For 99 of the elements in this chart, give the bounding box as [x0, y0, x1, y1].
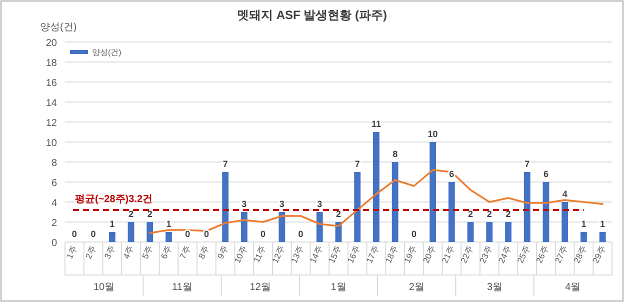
- data-label: 11: [371, 119, 381, 129]
- x-tick-label: 4주: [120, 244, 136, 260]
- data-label: 0: [90, 229, 96, 239]
- x-tick-label: 2주: [83, 244, 98, 260]
- text: 10월: [94, 282, 115, 293]
- y-tick-label: 12: [46, 118, 58, 129]
- data-label: 1: [166, 219, 172, 229]
- bar: [599, 232, 606, 242]
- x-tick-label: 13주: [288, 244, 306, 265]
- bar: [316, 212, 323, 242]
- x-tick-label: 23주: [477, 244, 494, 265]
- data-label: 0: [72, 229, 77, 239]
- bar: [467, 222, 474, 242]
- x-tick-label: 19주: [402, 244, 419, 265]
- chart-title: 멧돼지 ASF 발생현황 (파주): [237, 8, 387, 22]
- data-label: 7: [524, 159, 530, 169]
- x-tick-label: 10주: [232, 244, 249, 265]
- x-tick-label: 21주: [440, 244, 456, 265]
- text: 3월: [487, 282, 503, 293]
- y-tick-label: 4: [51, 198, 58, 209]
- text: 1월: [330, 282, 346, 293]
- data-label: 2: [336, 209, 342, 219]
- bar: [373, 132, 380, 242]
- ref-line-label: 평균(~28주)3.2건: [75, 194, 153, 205]
- data-label: 2: [486, 209, 492, 219]
- bar: [505, 222, 512, 242]
- bar: [486, 222, 493, 242]
- x-tick-label: 20주: [420, 244, 438, 265]
- x-tick-label: 3주: [102, 244, 117, 260]
- data-label: 2: [128, 209, 134, 219]
- data-label: 1: [600, 219, 606, 229]
- bar: [166, 232, 172, 242]
- y-axis-title: 양성(건): [40, 22, 77, 33]
- bar: [392, 162, 398, 242]
- bar: [278, 212, 286, 242]
- data-label: 1: [581, 219, 586, 229]
- data-label: 0: [260, 229, 266, 239]
- x-tick-label: 15주: [326, 244, 344, 265]
- x-tick-label: 11주: [251, 244, 268, 264]
- x-tick-label: 25주: [515, 244, 532, 265]
- x-tick-label: 9주: [215, 244, 230, 260]
- bar: [524, 172, 530, 242]
- y-tick-label: 20: [46, 38, 58, 49]
- bar: [580, 232, 587, 242]
- x-tick-label: 16주: [345, 244, 362, 265]
- text: 12월: [250, 282, 271, 293]
- data-label: 2: [147, 209, 152, 219]
- bar: [354, 172, 361, 242]
- data-label: 4: [562, 189, 568, 199]
- x-tick-label: 14주: [308, 244, 324, 265]
- data-label: 3: [317, 199, 322, 209]
- y-tick-label: 0: [51, 238, 58, 249]
- data-label: 3: [279, 199, 284, 209]
- bar: [128, 222, 134, 242]
- x-tick-label: 27주: [552, 244, 570, 265]
- text: 2월: [408, 282, 424, 293]
- text: 11월: [172, 282, 192, 293]
- text: 4월: [565, 282, 581, 293]
- data-label: 0: [204, 229, 209, 239]
- data-label: 3: [242, 199, 247, 209]
- bar: [222, 172, 229, 242]
- data-label: 1: [110, 219, 115, 229]
- data-label: 8: [392, 149, 398, 159]
- y-tick-label: 2: [51, 218, 58, 229]
- bar: [240, 212, 248, 242]
- y-tick-label: 16: [46, 78, 58, 89]
- x-tick-label: 5주: [140, 244, 155, 260]
- data-label: 7: [222, 159, 228, 169]
- x-tick-label: 29주: [590, 244, 608, 265]
- x-tick-label: 7주: [178, 244, 192, 260]
- x-tick-label: 1주: [64, 244, 80, 260]
- x-tick-label: 12주: [270, 244, 287, 265]
- y-tick-label: 14: [46, 98, 58, 109]
- data-label: 0: [298, 229, 304, 239]
- data-label: 0: [411, 229, 416, 239]
- data-label: 0: [185, 229, 190, 239]
- x-tick-label: 28주: [572, 244, 589, 265]
- x-tick-label: 24주: [496, 244, 514, 265]
- y-tick-label: 10: [46, 138, 58, 149]
- y-tick-label: 18: [46, 58, 58, 69]
- bar: [562, 202, 568, 242]
- data-label: 7: [354, 159, 360, 169]
- x-tick-label: 18주: [383, 244, 400, 265]
- bar: [448, 182, 455, 242]
- legend-label: 양성(건): [92, 48, 122, 57]
- bar: [146, 222, 154, 242]
- x-tick-label: 22주: [458, 244, 476, 265]
- y-tick-label: 6: [51, 178, 58, 189]
- bar: [108, 232, 116, 242]
- x-tick-label: 6주: [158, 244, 174, 260]
- x-tick-label: 8주: [196, 244, 212, 260]
- x-tick-label: 26주: [534, 244, 551, 265]
- x-tick-label: 17주: [364, 244, 382, 265]
- data-label: 10: [428, 129, 438, 139]
- data-label: 2: [468, 209, 474, 219]
- data-label: 2: [506, 209, 511, 219]
- bar: [430, 142, 436, 242]
- y-tick-label: 8: [51, 158, 58, 169]
- data-label: 6: [543, 169, 548, 179]
